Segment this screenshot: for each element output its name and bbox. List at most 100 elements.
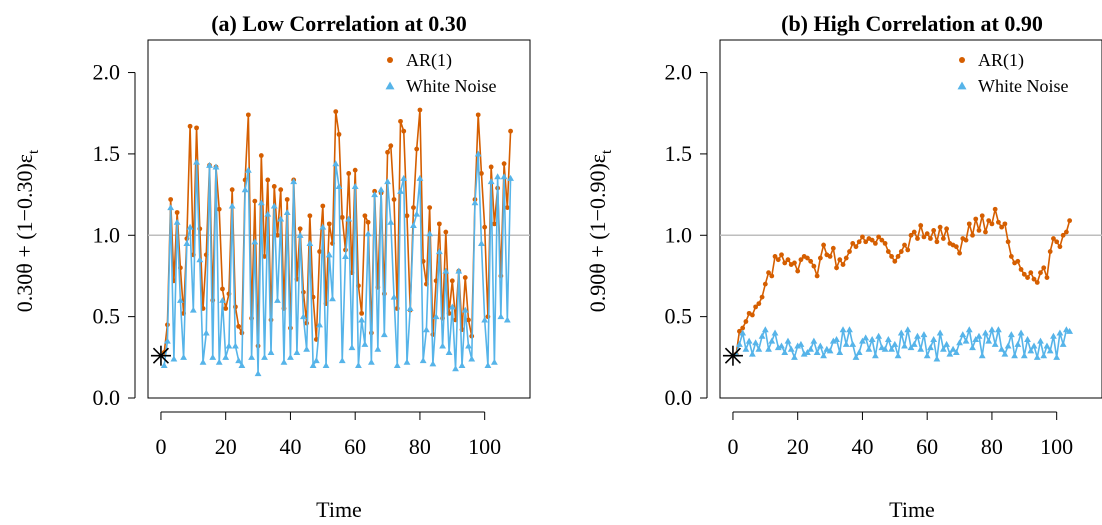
panel-b-series-ar1-point xyxy=(1002,221,1008,227)
panel-b-series-ar1-point xyxy=(898,249,904,254)
panel-b-series-white-noise-point xyxy=(859,337,866,344)
panel-b-series-ar1-point xyxy=(963,237,969,243)
panel-b-series-white-noise-point xyxy=(755,345,763,352)
panel-b-series-ar1-point xyxy=(879,237,885,243)
panel-b-series-ar1-point xyxy=(1028,270,1034,276)
panel-b-series-white-noise-point xyxy=(852,353,860,360)
panel-a-y-axis-label: 0.30θ + (1−0.30)εt xyxy=(12,149,42,312)
panel-b-series-white-noise-point xyxy=(791,353,798,360)
panel-b-series-ar1-point xyxy=(921,234,927,240)
panel-b-series-ar1-point xyxy=(957,250,962,256)
panel-a-series-white-noise-point xyxy=(345,215,353,222)
panel-a-series-white-noise-point xyxy=(403,358,411,365)
panel-a-series-white-noise-point xyxy=(416,174,424,181)
panel-b-series-white-noise-point xyxy=(923,352,931,359)
panel-b-series-white-noise-point xyxy=(965,326,973,333)
panel-b-series-ar1-point xyxy=(756,301,762,307)
panel-a-series-white-noise-point xyxy=(303,345,311,352)
panel-a-x-tick-label: 100 xyxy=(468,434,501,459)
panel-a-series-white-noise-point xyxy=(209,353,217,360)
panel-a-legend-white-noise-label: White Noise xyxy=(406,76,496,96)
panel-a-series-white-noise-point xyxy=(257,199,265,206)
panel-a-series-white-noise-point xyxy=(413,210,421,217)
panel-b-series-ar1-point xyxy=(782,260,788,266)
panel-a-series-white-noise-point xyxy=(471,199,479,206)
panel-b-series-white-noise-point xyxy=(816,342,824,349)
panel-b-series-ar1-point xyxy=(983,229,988,235)
panel-a-series-white-noise-point xyxy=(406,305,414,312)
panel-a-series-white-noise-point xyxy=(371,191,379,198)
panel-a-series-ar1-point xyxy=(265,177,271,183)
panel-a-series-ar1-point xyxy=(326,221,332,227)
panel-b-series-ar1-point xyxy=(798,257,804,263)
panel-b-series-ar1-point xyxy=(737,328,742,334)
panel-b-series-ar1-point xyxy=(1015,258,1021,264)
panel-a-series-white-noise-point xyxy=(419,357,427,364)
panel-a-series-white-noise-point xyxy=(338,357,346,364)
panel-a-series-ar1-point xyxy=(297,226,303,232)
panel-a-series-white-noise-point xyxy=(290,178,298,185)
panel-b-series-ar1-point xyxy=(999,224,1005,230)
panel-a-start-point-asterisk xyxy=(150,345,171,366)
panel-b-series-white-noise-point xyxy=(914,332,921,339)
panel-a-series-white-noise-point xyxy=(322,362,330,369)
panel-a-x-tick-label: 60 xyxy=(344,434,366,459)
panel-a-title: (a) Low Correlation at 0.30 xyxy=(211,11,467,36)
panel-a-series-ar1-point xyxy=(508,128,513,134)
panel-a-series-ar1-point xyxy=(320,203,326,209)
panel-a-series-white-noise-point xyxy=(167,204,175,211)
panel-b-series-ar1-point xyxy=(924,231,930,237)
panel-b-series-ar1-point xyxy=(740,325,746,331)
panel-a-series-white-noise-point xyxy=(490,358,498,365)
panel-a-series-ar1-point xyxy=(414,146,420,152)
panel-a-x-axis-label: Time xyxy=(316,497,362,522)
panel-b-series-ar1-point xyxy=(811,263,817,269)
panel-b-series-ar1-point xyxy=(1021,271,1027,277)
panel-a-series-white-noise-point xyxy=(164,337,171,344)
panel-a-series-ar1-point xyxy=(271,184,277,189)
panel-b-series-white-noise-point xyxy=(891,340,899,347)
panel-b-series-ar1-point xyxy=(779,252,784,258)
panel-b-y-tick-label: 1.0 xyxy=(665,222,693,247)
panel-a-series-ar1-point xyxy=(404,213,410,219)
panel-b-series-ar1-point xyxy=(979,213,985,219)
panel-b-series-white-noise-point xyxy=(969,344,976,351)
panel-a-series-ar1-point xyxy=(462,275,468,280)
panel-b: (b) High Correlation at 0.90 Time 0.90θ … xyxy=(585,11,1102,522)
panel-b-series-ar1-point xyxy=(1067,218,1073,224)
panel-b-series-white-noise-point xyxy=(826,347,834,354)
panel-b-series-white-noise-point xyxy=(1037,337,1044,344)
panel-b-series-white-noise-point xyxy=(884,336,892,342)
panel-b-series-white-noise-point xyxy=(901,342,908,349)
panel-a-series-ar1-point xyxy=(501,161,507,167)
panel-b-series-ar1-point xyxy=(805,255,810,261)
panel-a-series-ar1-point xyxy=(491,221,497,227)
panel-a-series-ar1-point xyxy=(307,213,313,219)
panel-b-series-ar1-point xyxy=(918,223,924,228)
panel-b-series-white-noise-point xyxy=(794,342,802,349)
panel-a-series-white-noise-point xyxy=(452,365,459,372)
panel-a-series-white-noise-point xyxy=(160,362,168,369)
panel-a-legend-ar1-label: AR(1) xyxy=(406,50,452,71)
panel-b-series-white-noise-point xyxy=(839,326,847,333)
panel-a-series-white-noise-point xyxy=(481,316,489,323)
panel-a-series-white-noise-point xyxy=(241,186,249,193)
panel-b-series-white-noise-point xyxy=(765,345,772,352)
panel-a-series-ar1-line xyxy=(163,109,512,353)
panel-b-series-ar1-point xyxy=(1054,239,1060,245)
panel-a-y-tick-label: 1.0 xyxy=(93,222,121,247)
panel-a-series-white-noise-point xyxy=(186,223,194,230)
panel-b-series-white-noise-point xyxy=(865,345,873,352)
panel-a-series-white-noise-point xyxy=(342,253,349,259)
panel-b-series-white-noise-point xyxy=(936,329,944,336)
panel-a-series-white-noise-point xyxy=(461,306,469,313)
panel-b-series-ar1-point xyxy=(902,242,907,248)
panel-a-legend-white-noise-marker xyxy=(385,81,395,90)
panel-b-series-white-noise-point xyxy=(1007,331,1015,338)
panel-b-series-white-noise-point xyxy=(1059,340,1067,347)
panel-a-series-ar1-point xyxy=(223,306,229,311)
panel-a-series-white-noise-point xyxy=(439,342,446,349)
panel-a-series-ar1-point xyxy=(365,219,371,225)
panel-a-series-white-noise-point xyxy=(429,360,437,367)
panel-a-series-ar1-point xyxy=(362,213,368,219)
